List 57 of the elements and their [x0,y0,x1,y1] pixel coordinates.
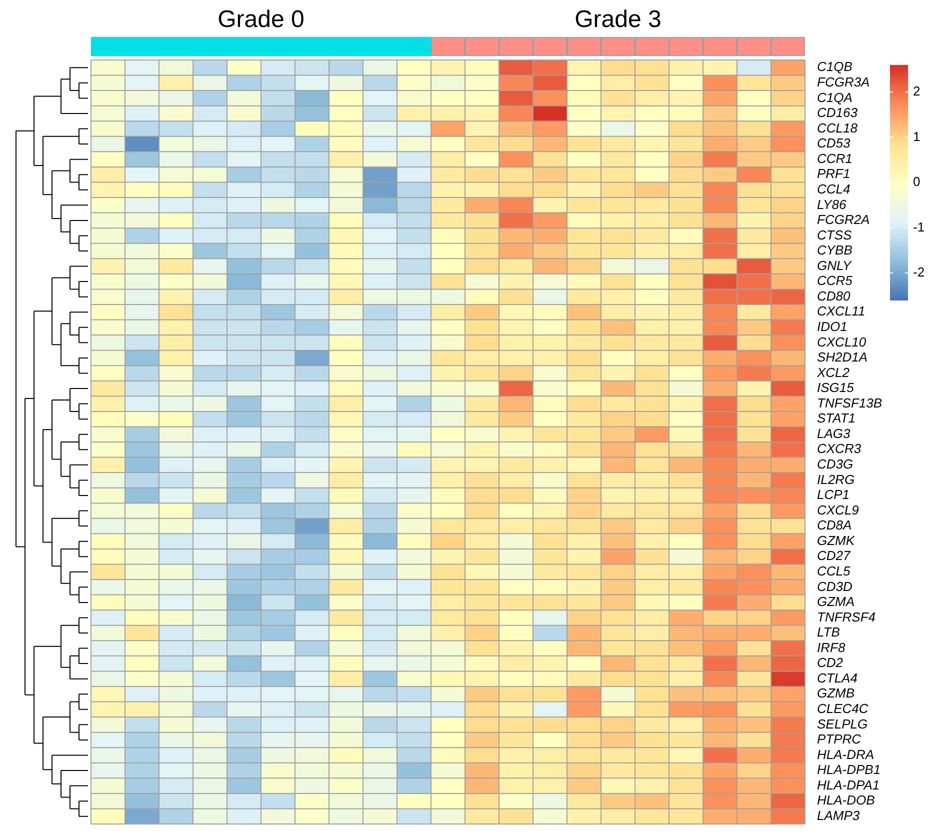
y-tick-label: CCL18 [817,120,858,136]
y-tick-label: CCL4 [817,181,850,196]
y-tick-label: CD2 [817,655,844,670]
color-bar-label: -2 [913,264,925,280]
y-tick-label: CTSS [817,227,852,242]
y-tick-label: XCL2 [816,364,850,380]
y-tick-label: GZMK [817,532,856,548]
y-tick-label: CTLA4 [817,670,858,686]
y-tick-label: CCR1 [817,150,852,166]
y-tick-label: HLA-DPA1 [817,777,880,792]
color-bar-label: 0 [913,174,920,190]
y-tick-label: HLA-DPB1 [817,762,881,778]
y-tick-label: CD27 [817,548,852,564]
y-tick-label: PTPRC [817,732,862,747]
y-tick-label: TNFSF13B [817,395,882,410]
y-tick-label: IRF8 [817,640,846,655]
y-tick-label: CCL5 [817,563,852,578]
y-tick-label: IL2RG [817,472,855,487]
y-tick-label: LAMP3 [817,808,860,823]
color-bar-label: -1 [913,219,925,234]
y-tick-label: GZMB [817,686,855,701]
y-tick-label: C1QB [817,59,853,74]
text: Grade 3 [574,6,662,34]
y-tick-label: HLA-DRA [817,746,874,762]
y-tick-label: IDO1 [817,319,848,334]
y-tick-label: CXCL10 [817,334,867,350]
y-tick-label: SELPLG [817,716,868,732]
y-tick-label: ISG15 [817,380,855,396]
y-tick-label: CCR5 [817,273,854,288]
y-tick-label: GZMA [817,594,855,610]
y-tick-label: PRF1 [817,166,850,182]
y-tick-label: CD163 [817,105,858,120]
text: Grade 0 [218,6,304,34]
y-tick-label: LY86 [817,196,847,212]
y-tick-label: LAG3 [817,426,852,441]
color-bar-label: 2 [913,84,920,99]
y-tick-label: CD8A [817,518,852,533]
y-tick-label: SH2D1A [817,350,868,365]
y-tick-label: LTB [817,624,840,640]
y-tick-label: STAT1 [817,410,856,426]
y-tick-label: CYBB [817,242,853,258]
y-tick-label: CXCL11 [817,304,866,319]
y-tick-label: CXCR3 [817,441,862,456]
y-tick-label: CLEC4C [817,701,869,716]
y-tick-label: CXCL9 [817,502,859,518]
y-tick-label: FCGR2A [817,212,870,228]
y-tick-label: FCGR3A [817,74,870,90]
y-tick-label: TNFRSF4 [817,609,876,624]
y-tick-label: CD53 [817,136,852,151]
y-tick-label: CD3G [817,456,854,472]
y-tick-label: C1QA [817,90,852,105]
y-tick-label: HLA-DOB [817,792,876,808]
y-tick-label: GNLY [817,258,853,273]
color-bar-label: 1 [913,128,920,144]
y-tick-label: CD80 [817,288,852,304]
y-tick-label: CD3D [817,578,852,594]
y-tick-label: LCP1 [817,487,850,502]
